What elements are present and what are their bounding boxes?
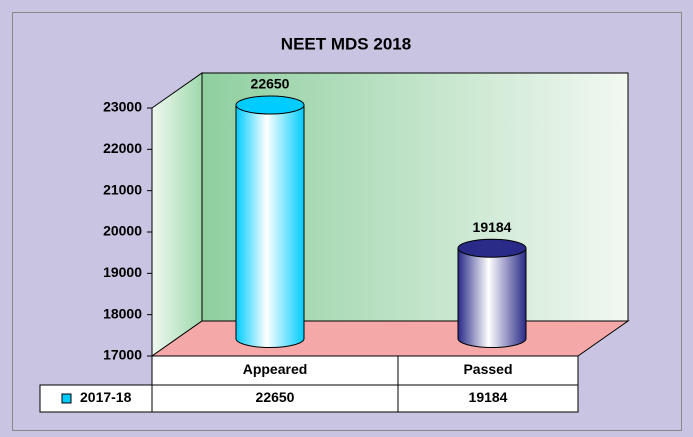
table-value: 19184 bbox=[469, 389, 508, 405]
x-category-label: Passed bbox=[463, 361, 512, 377]
y-tick-label: 22000 bbox=[103, 140, 142, 156]
floor bbox=[150, 320, 630, 357]
chart-title: NEET MDS 2018 bbox=[281, 34, 411, 53]
bar bbox=[236, 104, 304, 339]
bar-top bbox=[235, 95, 305, 115]
y-tick-label: 23000 bbox=[103, 99, 142, 115]
table-value: 22650 bbox=[256, 389, 295, 405]
y-tick-label: 17000 bbox=[103, 347, 142, 363]
legend-swatch bbox=[61, 393, 72, 404]
legend-label: 2017-18 bbox=[80, 389, 132, 405]
y-tick-label: 20000 bbox=[103, 223, 142, 239]
bar bbox=[458, 248, 526, 339]
table-row bbox=[39, 384, 579, 413]
data-label: 22650 bbox=[251, 76, 290, 92]
x-category-label: Appeared bbox=[243, 361, 308, 377]
side-wall bbox=[151, 72, 203, 357]
y-tick-label: 18000 bbox=[103, 305, 142, 321]
y-tick-label: 21000 bbox=[103, 181, 142, 197]
y-tick-label: 19000 bbox=[103, 264, 142, 280]
table-header bbox=[151, 355, 579, 386]
plot-border bbox=[12, 12, 682, 431]
data-label: 19184 bbox=[473, 219, 512, 235]
bar-top bbox=[457, 238, 527, 258]
